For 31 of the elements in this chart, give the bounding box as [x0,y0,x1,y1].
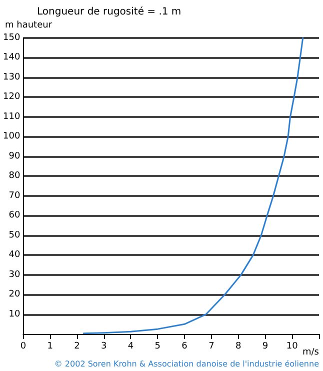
y-tick-label: 40 [8,250,20,260]
y-tick-label: 80 [8,171,20,182]
x-tick-label: 10 [286,342,298,352]
x-tick-label: 5 [154,342,161,352]
x-tick-label: 7 [208,342,214,352]
x-tick-label: 6 [182,342,188,352]
x-tick-label: 3 [100,342,107,352]
y-tick-label: 70 [8,190,20,201]
x-tick-label: 1 [47,342,53,352]
y-tick-label: 110 [2,112,20,122]
y-tick-label: 60 [8,210,20,221]
text: © 2002 Soren Krohn & Association danoise de l'industrie éolienne [54,360,320,368]
y-tick-label: 20 [8,290,20,300]
line-series [82,37,304,334]
y-tick-label: 50 [8,230,20,240]
chart-title: Longueur de rugosité = .1 m [37,6,182,18]
x-tick-label: 9 [262,342,268,352]
y-tick-label: 140 [2,52,20,63]
x-tick-label: 4 [128,342,134,352]
y-tick-label: 100 [2,132,20,142]
y-axis-title: m hauteur [5,20,52,30]
y-tick-label: 90 [8,151,20,162]
x-tick-label: 0 [20,342,26,352]
y-tick-label: 120 [2,92,20,102]
x-tick-label: 2 [74,342,80,352]
x-tick-label: 8 [235,342,242,352]
y-tick-label: 150 [2,33,20,43]
x-axis-title: m/s [302,348,320,358]
y-tick-label: 30 [8,270,20,280]
y-tick-label: 10 [8,309,20,320]
y-tick-label: 130 [2,72,20,82]
